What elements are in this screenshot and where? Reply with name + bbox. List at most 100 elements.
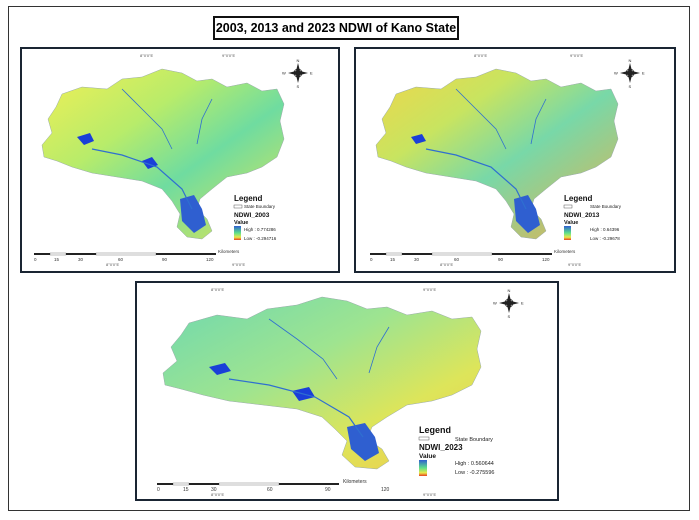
layer-name: NDWI_2003 xyxy=(234,212,270,219)
scale-unit: Kilometers xyxy=(218,249,240,254)
boundary-label: State Boundary xyxy=(590,204,622,209)
north-letter: N xyxy=(508,288,511,293)
boundary-swatch xyxy=(233,204,243,209)
west-letter: W xyxy=(493,301,497,306)
coord-label-top-left: 8°0'0"E xyxy=(474,53,487,58)
scale-tick: 60 xyxy=(118,257,124,262)
scale-tick: 60 xyxy=(267,487,273,493)
west-letter: W xyxy=(282,71,286,76)
water-body xyxy=(180,195,206,233)
coord-label-bottom-right: 9°0'0"E xyxy=(423,492,436,497)
figure-title: 2003, 2013 and 2023 NDWI of Kano State xyxy=(213,16,459,40)
north-letter: N xyxy=(629,58,632,63)
water-body xyxy=(514,195,540,233)
low-label: Low : -0.275596 xyxy=(455,470,494,476)
north-arrow: N S E W xyxy=(282,58,313,89)
coord-label-bottom-right: 9°0'0"E xyxy=(232,262,245,267)
scale-unit: Kilometers xyxy=(554,249,576,254)
legend: Legend State Boundary NDWI_2003 Value Hi… xyxy=(233,194,277,241)
north-arrow: N S E W xyxy=(493,288,524,319)
state-boundary xyxy=(375,68,619,240)
water-body xyxy=(411,134,426,144)
high-label: High : 0.64396 xyxy=(590,227,620,232)
north-arrow: N S E W xyxy=(614,58,645,89)
legend-title: Legend xyxy=(419,425,451,435)
boundary-swatch xyxy=(563,204,573,209)
map-panel-2003: 8°0'0"E 9°0'0"E N S E W Legend State Bou… xyxy=(20,47,340,273)
scale-tick: 15 xyxy=(390,257,396,262)
value-label: Value xyxy=(234,220,248,226)
legend-title: Legend xyxy=(564,194,593,203)
scale-bar: 0 15 30 60 90 120 Kilometers 8°0'0"E 9°0… xyxy=(157,479,436,497)
legend-title: Legend xyxy=(234,194,263,203)
east-letter: E xyxy=(642,71,645,76)
state-boundary xyxy=(162,296,482,470)
scale-tick: 30 xyxy=(414,257,420,262)
map-panel-2023: 8°0'0"E 9°0'0"E N S E W Legend State Bou… xyxy=(135,281,559,501)
east-letter: E xyxy=(521,301,524,306)
scale-tick: 120 xyxy=(206,257,214,262)
boundary-swatch xyxy=(418,436,430,441)
river xyxy=(121,88,173,150)
river xyxy=(368,326,390,374)
west-letter: W xyxy=(614,71,618,76)
river xyxy=(196,98,213,145)
south-letter: S xyxy=(297,84,300,89)
map-2013: 8°0'0"E 9°0'0"E N S E W Legend State Bou… xyxy=(370,53,645,267)
coord-label-bottom: 8°0'0"E xyxy=(440,262,453,267)
scale-unit: Kilometers xyxy=(343,479,367,485)
east-letter: E xyxy=(310,71,313,76)
scale-tick: 15 xyxy=(183,487,189,493)
figure-frame xyxy=(8,6,690,511)
layer-name: NDWI_2023 xyxy=(419,443,463,452)
low-label: Low : -0.29678 xyxy=(590,236,620,241)
low-label: Low : -0.294716 xyxy=(244,236,277,241)
scale-bar: 0 15 30 60 90 120 Kilometers 8°0'0"E 9°0… xyxy=(370,249,581,267)
south-letter: S xyxy=(508,314,511,319)
river xyxy=(91,148,193,210)
river xyxy=(455,88,507,150)
scale-tick: 90 xyxy=(498,257,504,262)
scale-tick: 120 xyxy=(542,257,550,262)
value-label: Value xyxy=(564,220,578,226)
legend: Legend State Boundary NDWI_2013 Value Hi… xyxy=(563,194,622,241)
north-letter: N xyxy=(297,58,300,63)
scale-tick: 15 xyxy=(54,257,60,262)
water-body xyxy=(77,133,94,145)
scale-tick: 60 xyxy=(454,257,460,262)
coord-label-bottom: 8°0'0"E xyxy=(106,262,119,267)
scale-tick: 120 xyxy=(381,487,390,493)
scale-tick: 90 xyxy=(325,487,331,493)
high-label: High : 0.560644 xyxy=(455,461,494,467)
scale-tick: 0 xyxy=(370,257,373,262)
scale-bar: 0 15 30 60 90 120 Kilometers 8°0'0"E 9°0… xyxy=(34,249,245,267)
boundary-label: State Boundary xyxy=(244,204,276,209)
coord-label-top-right: 9°0'0"E xyxy=(423,287,436,292)
legend: Legend State Boundary NDWI_2023 Value Hi… xyxy=(418,425,494,476)
coord-label-top-right: 9°0'0"E xyxy=(570,53,583,58)
color-ramp xyxy=(234,226,241,240)
color-ramp xyxy=(564,226,571,240)
coord-label-top-right: 9°0'0"E xyxy=(222,53,235,58)
scale-tick: 0 xyxy=(34,257,37,262)
river xyxy=(425,148,527,210)
value-label: Value xyxy=(419,453,436,460)
map-2003: 8°0'0"E 9°0'0"E N S E W Legend State Bou… xyxy=(34,53,313,267)
scale-tick: 30 xyxy=(211,487,217,493)
river xyxy=(268,318,338,380)
coord-label-top-left: 8°0'0"E xyxy=(211,287,224,292)
coord-label-bottom-right: 9°0'0"E xyxy=(568,262,581,267)
scale-tick: 0 xyxy=(157,487,160,493)
water-body xyxy=(347,423,379,461)
coord-label-bottom: 8°0'0"E xyxy=(211,492,224,497)
boundary-label: State Boundary xyxy=(455,437,493,443)
river xyxy=(228,378,364,438)
high-label: High : 0.774286 xyxy=(244,227,276,232)
map-panel-2013: 8°0'0"E 9°0'0"E N S E W Legend State Bou… xyxy=(354,47,676,273)
water-body xyxy=(209,363,231,375)
coord-label-top-left: 8°0'0"E xyxy=(140,53,153,58)
river xyxy=(530,98,547,145)
south-letter: S xyxy=(629,84,632,89)
map-2023: 8°0'0"E 9°0'0"E N S E W Legend State Bou… xyxy=(157,287,524,497)
state-boundary xyxy=(41,68,285,240)
